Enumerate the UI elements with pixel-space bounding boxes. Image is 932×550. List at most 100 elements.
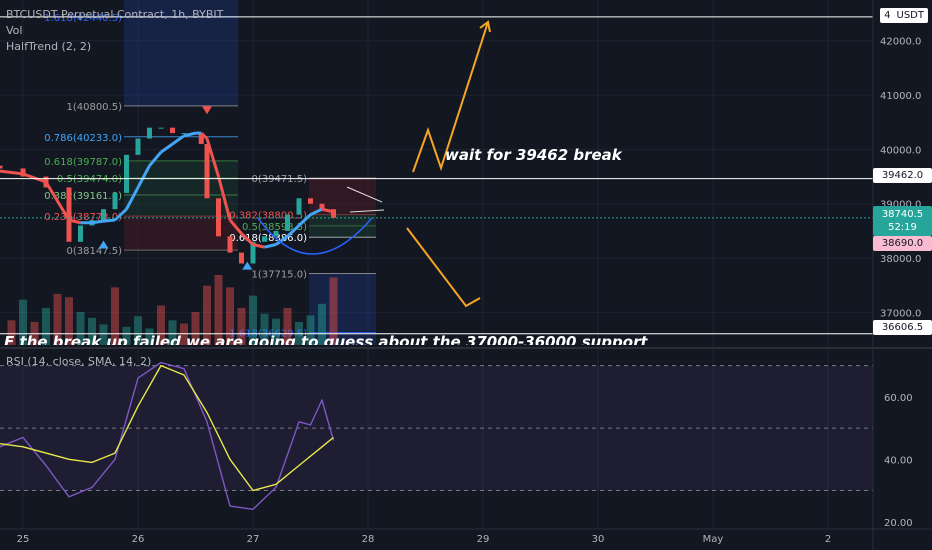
halftrend-segment	[68, 218, 81, 225]
price-candle	[66, 187, 72, 242]
sell-signal-arrow	[202, 106, 212, 115]
fibonacci-retracements[interactable]: 1.618(42440.5) 1(40800.5) 0.786(40233.0) 0.…	[44, 0, 376, 345]
rsi-tick-label: 40.00	[884, 455, 913, 466]
price-candle	[170, 127, 175, 134]
rsi-legend[interactable]: RSI (14, close, SMA, 14, 2)	[6, 355, 152, 368]
x-tick-label: 29	[477, 534, 490, 545]
price-candle	[296, 198, 302, 215]
price-candle	[101, 209, 106, 221]
price-candle	[319, 203, 325, 210]
fib-level-label: 1(37715.0)	[251, 270, 307, 281]
x-tick-label: 26	[132, 534, 145, 545]
wedge-lower-line[interactable]	[349, 209, 385, 213]
rsi-pane[interactable]	[0, 361, 873, 510]
halftrend-segment	[297, 213, 312, 227]
price-candle	[0, 165, 3, 169]
volume-bar	[76, 312, 85, 345]
halftrend-segment	[200, 132, 209, 140]
price-candle	[250, 241, 256, 264]
price-candle	[147, 127, 152, 139]
fib-level-label: 0.382(38800.5)	[229, 211, 307, 222]
volume-bar	[157, 305, 165, 345]
price-candle	[158, 127, 164, 129]
volume-bar	[249, 295, 257, 345]
upside-projection-arrow[interactable]	[412, 21, 489, 173]
halftrend-segment	[240, 232, 255, 246]
halftrend-segment	[103, 218, 116, 223]
symbol-legend[interactable]: BTCUSDT Perpetual Contract, 1h, BYBIT	[6, 8, 224, 21]
y-tick-label: 39000.0	[880, 200, 921, 211]
rsi-ma-line	[0, 364, 334, 492]
halftrend-segment	[252, 243, 265, 249]
volume-bar	[168, 320, 177, 345]
fib-level-label: 0(38147.5)	[66, 246, 122, 257]
halftrend-segment	[136, 165, 151, 189]
x-tick-label: 27	[247, 534, 260, 545]
price-candle	[331, 209, 336, 218]
volume-bar	[214, 275, 223, 345]
price-candle	[204, 143, 210, 199]
price-candle	[78, 225, 83, 242]
volume-bar	[145, 328, 154, 345]
wait-break-annotation[interactable]: wait for 39462 break	[445, 146, 622, 164]
current-price-value: 38740.5	[881, 209, 924, 220]
halftrend-segment	[275, 235, 289, 246]
halftrend-segment	[228, 219, 243, 235]
vol-legend[interactable]: Vol	[6, 24, 23, 37]
volume-bar	[203, 285, 211, 345]
y-tick-label: 37000.0	[880, 308, 921, 319]
fib-level-label: 0.618(38386.0)	[229, 233, 307, 244]
fib-level-label: 0(39471.5)	[251, 174, 307, 185]
fib-level-label: 0.382(39161.0)	[44, 191, 122, 202]
failed-break-annotation[interactable]: F the break up failed we are going to gu…	[4, 333, 648, 351]
low-mark-price-tag: 38690.0	[873, 236, 932, 251]
fib-level-label: 0.236(38773.0)	[44, 212, 122, 223]
buy-signal-arrow	[98, 240, 109, 249]
downside-projection-arrow[interactable]	[406, 227, 481, 308]
fib-level-label: 0.786(40233.0)	[44, 133, 122, 144]
halftrend-segment	[125, 186, 140, 210]
fib-level-label: 1(40800.5)	[66, 102, 122, 113]
halftrend-segment	[264, 243, 277, 249]
y-tick-label: 40000.0	[880, 145, 921, 156]
volume-bar	[226, 287, 234, 345]
halftrend-segment	[44, 181, 71, 221]
volume-bar	[306, 315, 315, 345]
volume-bar	[272, 318, 280, 345]
volume-bar	[329, 277, 338, 345]
volume-bar	[237, 307, 246, 345]
top-price-tag: 4 USDT	[880, 8, 928, 23]
halftrend-segment	[205, 138, 220, 178]
volume-bar	[283, 307, 292, 345]
y-tick-label: 41000.0	[880, 91, 921, 102]
bar-countdown: 52:19	[888, 222, 917, 233]
rsi-line	[0, 361, 335, 510]
current-price-tag: 38740.5 52:19	[873, 206, 932, 236]
volume-bar	[19, 299, 27, 345]
halftrend-segment	[22, 172, 47, 184]
rounding-bottom-curve[interactable]	[257, 217, 373, 255]
volume-bar	[318, 303, 326, 345]
halftrend-segment	[148, 151, 163, 167]
currency-label[interactable]: USDT	[896, 10, 924, 21]
price-candle	[227, 236, 233, 253]
x-tick-label: May	[703, 534, 724, 545]
halftrend-legend[interactable]: HalfTrend (2, 2)	[6, 40, 92, 53]
y-tick-label: 42000.0	[880, 37, 921, 48]
fib-left[interactable]: 1.618(42440.5) 1(40800.5) 0.786(40233.0) 0.…	[44, 0, 238, 257]
chart-overlays[interactable]	[0, 16, 873, 335]
halftrend-segment	[91, 219, 104, 225]
price-candle	[135, 138, 141, 155]
upside-arrowhead	[479, 20, 491, 33]
grid	[0, 0, 873, 528]
volume-bar	[53, 293, 62, 345]
volume-bar	[260, 313, 269, 345]
halftrend-segment	[171, 134, 185, 146]
fib-right-zone	[309, 273, 376, 345]
wedge-upper-line[interactable]	[346, 186, 383, 203]
fib-left-zone	[124, 0, 238, 106]
price-candle	[198, 133, 204, 144]
fib-level-label: 0.618(39787.0)	[44, 157, 122, 168]
